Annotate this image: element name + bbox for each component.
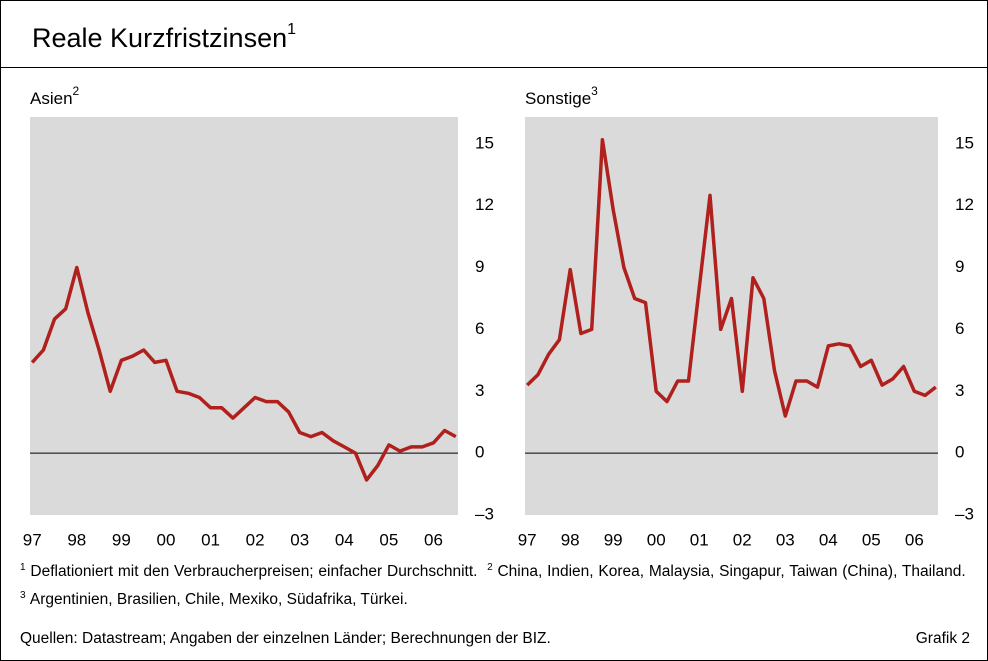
footnote-text: Argentinien, Brasilien, Chile, Mexiko, S… [29, 591, 408, 609]
y-tick-label: 15 [475, 133, 494, 152]
y-tick-label: 6 [955, 319, 964, 338]
title-note: 1 [287, 21, 296, 38]
footnote-mark: 2 [487, 562, 493, 573]
panel-title: Sonstige3 [525, 84, 598, 108]
footnotes: 1 Deflationiert mit den Verbraucherpreis… [20, 556, 970, 612]
x-tick-label: 97 [518, 530, 537, 549]
footnote-mark: 1 [20, 562, 26, 573]
y-tick-label: 0 [955, 443, 964, 462]
x-tick-label: 98 [561, 530, 580, 549]
y-tick-label: 3 [955, 381, 964, 400]
x-tick-label: 02 [246, 530, 265, 549]
figure-label: Grafik 2 [915, 630, 970, 647]
y-tick-label: –3 [955, 504, 974, 523]
y-tick-label: 12 [475, 195, 494, 214]
y-tick-label: 12 [955, 195, 974, 214]
x-tick-label: 02 [733, 530, 752, 549]
x-tick-label: 01 [690, 530, 709, 549]
x-tick-label: 06 [424, 530, 443, 549]
y-tick-label: 6 [475, 319, 484, 338]
x-tick-label: 98 [67, 530, 86, 549]
x-tick-label: 97 [23, 530, 42, 549]
y-tick-label: 9 [955, 257, 964, 276]
x-tick-label: 00 [647, 530, 666, 549]
panel-title: Asien2 [30, 84, 80, 108]
y-tick-label: –3 [475, 504, 494, 523]
x-tick-label: 01 [201, 530, 220, 549]
y-tick-label: 3 [475, 381, 484, 400]
x-tick-label: 00 [157, 530, 176, 549]
y-tick-label: 9 [475, 257, 484, 276]
footnote-text: Deflationiert mit den Verbraucherpreisen… [30, 563, 478, 581]
x-tick-label: 04 [335, 530, 354, 549]
x-tick-label: 04 [819, 530, 838, 549]
data-line [525, 137, 937, 418]
x-tick-label: 99 [604, 530, 623, 549]
chart-title: Reale Kurzfristzinsen1 [32, 21, 296, 53]
x-tick-label: 03 [776, 530, 795, 549]
footnote-text: China, Indien, Korea, Malaysia, Singapur… [497, 563, 966, 581]
panel-title-note: 3 [591, 84, 598, 98]
panel-title-text: Asien [30, 89, 73, 108]
panel-title-note: 2 [73, 84, 80, 98]
plot-area [30, 117, 458, 515]
x-tick-label: 99 [112, 530, 131, 549]
x-tick-label: 03 [290, 530, 309, 549]
x-tick-label: 05 [379, 530, 398, 549]
source: Quellen: Datastream; Angaben der einzeln… [20, 630, 551, 647]
x-tick-label: 06 [905, 530, 924, 549]
plot-area [525, 117, 938, 515]
panel-title-text: Sonstige [525, 89, 591, 108]
data-line [30, 265, 457, 482]
title-text: Reale Kurzfristzinsen [32, 23, 287, 53]
y-tick-label: 0 [475, 443, 484, 462]
footnote-mark: 3 [20, 590, 26, 602]
y-tick-label: 15 [955, 133, 974, 152]
x-tick-label: 05 [862, 530, 881, 549]
